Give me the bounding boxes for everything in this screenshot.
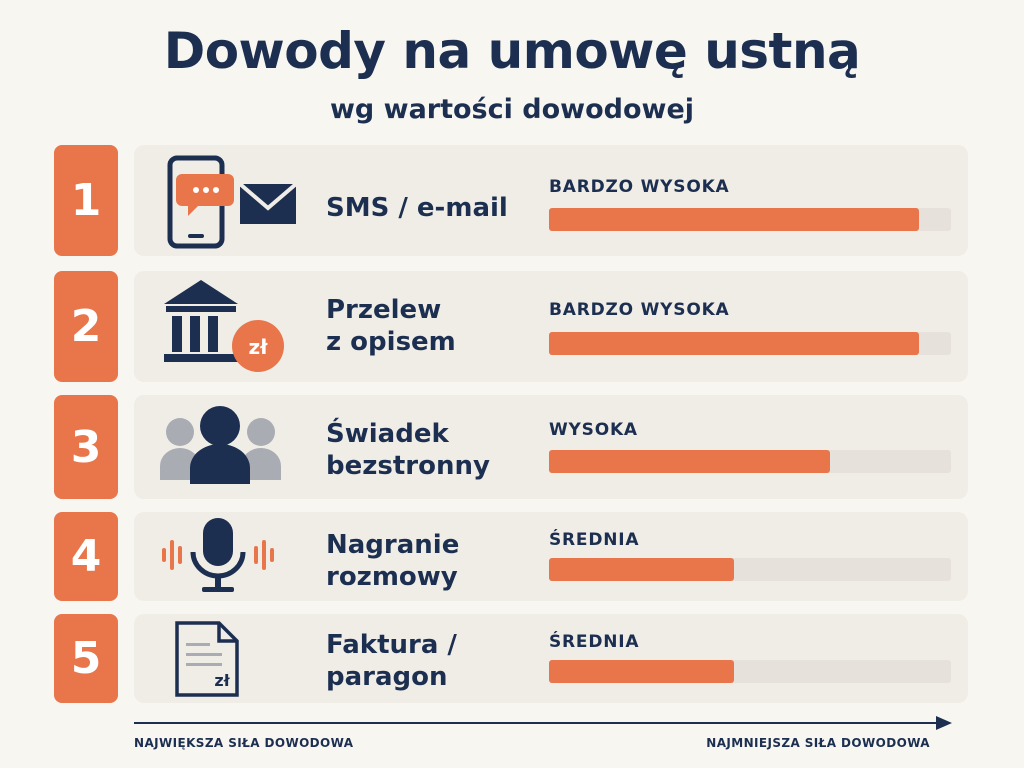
axis-arrow-icon <box>936 716 952 730</box>
strength-level: ŚREDNIA <box>549 530 640 550</box>
axis-label-strongest: NAJWIĘKSZA SIŁA DOWODOWA <box>134 736 354 750</box>
microphone-recording-icon <box>162 518 274 592</box>
strength-bar-fill <box>549 558 734 581</box>
currency-symbol: zł <box>248 335 268 359</box>
strength-level: ŚREDNIA <box>549 632 640 652</box>
strength-bar-track <box>549 660 951 683</box>
strength-bar-track <box>549 208 951 231</box>
evidence-label: SMS / e-mail <box>326 193 508 223</box>
page-subtitle: wg wartości dowodowej <box>329 94 695 125</box>
rank-badge: 1 <box>54 145 118 256</box>
strength-level: BARDZO WYSOKA <box>549 177 730 197</box>
evidence-label: Przelew z opisem <box>326 295 456 357</box>
rank-badge: 5 <box>54 614 118 703</box>
evidence-label: Świadek bezstronny <box>326 419 490 481</box>
currency-symbol: zł <box>214 671 230 690</box>
evidence-label: Faktura / paragon <box>326 630 457 692</box>
evidence-card <box>134 395 968 499</box>
rank-badge: 4 <box>54 512 118 601</box>
evidence-label: Nagranie rozmowy <box>326 530 460 592</box>
witness-people-icon <box>160 406 281 484</box>
strength-bar-fill <box>549 660 734 683</box>
strength-bar-track <box>549 332 951 355</box>
strength-level: WYSOKA <box>549 420 638 440</box>
invoice-document-icon: zł <box>175 621 239 697</box>
bank-transfer-icon: zł <box>164 280 284 372</box>
strength-bar-fill <box>549 450 831 473</box>
strength-bar-fill <box>549 332 919 355</box>
rank-badge: 3 <box>54 395 118 499</box>
strength-level: BARDZO WYSOKA <box>549 300 730 320</box>
strength-axis-line <box>134 722 940 724</box>
strength-bar-track <box>549 450 951 473</box>
axis-label-weakest: NAJMNIEJSZA SIŁA DOWODOWA <box>706 736 930 750</box>
phone-message-email-icon <box>167 155 298 249</box>
rank-badge: 2 <box>54 271 118 382</box>
evidence-card <box>134 614 968 703</box>
page-title: Dowody na umowę ustną <box>163 22 861 80</box>
strength-bar-track <box>549 558 951 581</box>
strength-bar-fill <box>549 208 919 231</box>
